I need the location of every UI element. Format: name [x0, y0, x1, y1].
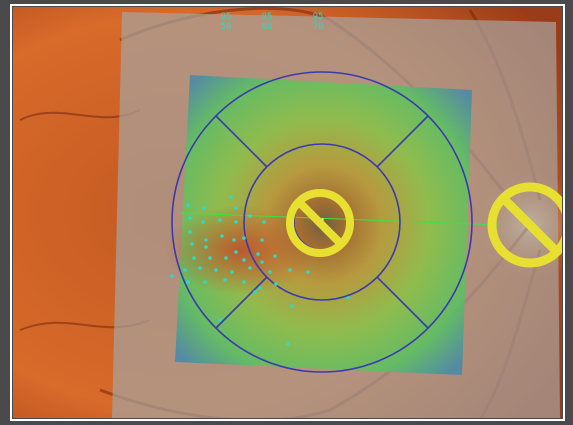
point [198, 266, 202, 270]
point [234, 250, 238, 254]
point [256, 252, 260, 256]
point [274, 282, 278, 286]
point [258, 286, 262, 290]
point [208, 256, 212, 260]
point [248, 266, 252, 270]
point [286, 342, 290, 346]
point [248, 214, 252, 218]
point [223, 278, 227, 282]
point [204, 238, 208, 242]
label-bottom: 58 [221, 22, 232, 32]
point [306, 270, 310, 274]
point [202, 206, 206, 210]
point [230, 270, 234, 274]
point [288, 268, 292, 272]
point [253, 290, 257, 294]
point [188, 230, 192, 234]
point [232, 238, 236, 242]
point [229, 195, 233, 199]
point [183, 268, 187, 272]
point [224, 256, 228, 260]
point [268, 270, 272, 274]
label-bottom: 88 [262, 22, 273, 32]
label-top: 95 [262, 12, 273, 22]
points [170, 195, 350, 346]
point [203, 280, 207, 284]
scan-line [179, 212, 501, 226]
point [204, 245, 208, 249]
point [234, 206, 238, 210]
point [273, 254, 277, 258]
point [218, 218, 222, 222]
point [242, 258, 246, 262]
point [220, 234, 224, 238]
point [262, 220, 266, 224]
label-top: 95 [313, 12, 324, 22]
label-bottom: 70 [313, 22, 324, 32]
point [242, 236, 246, 240]
point [260, 238, 264, 242]
no-symbol [286, 189, 354, 257]
point [188, 216, 192, 220]
point [234, 220, 238, 224]
point [186, 203, 190, 207]
point [346, 296, 350, 300]
point [170, 274, 174, 278]
label-top: 95 [221, 12, 232, 22]
point [260, 260, 264, 264]
point [218, 318, 222, 322]
point [242, 280, 246, 284]
image-border [10, 4, 565, 421]
point [290, 304, 294, 308]
no-symbol [487, 182, 562, 268]
point [186, 280, 190, 284]
point [190, 242, 194, 246]
thickness-hotspot [165, 205, 315, 295]
point [214, 268, 218, 272]
point [192, 256, 196, 260]
point [201, 220, 205, 224]
